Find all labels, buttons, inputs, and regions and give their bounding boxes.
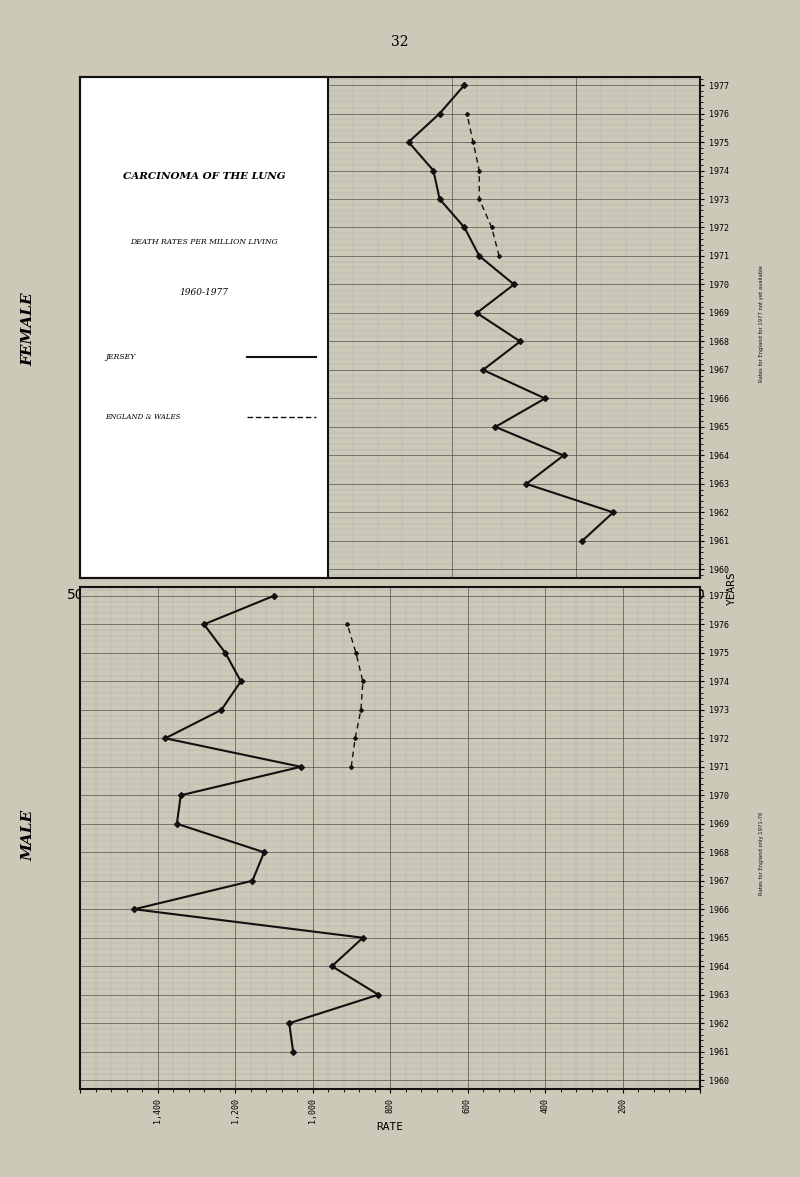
Text: FEMALE: FEMALE (21, 293, 35, 366)
Text: JERSEY: JERSEY (105, 353, 135, 361)
Text: RATE: RATE (377, 1122, 403, 1131)
Text: 1960-1977: 1960-1977 (179, 287, 229, 297)
Bar (80, 77, 328, 578)
Text: YEARS: YEARS (727, 572, 737, 605)
Text: ENGLAND & WALES: ENGLAND & WALES (105, 413, 180, 421)
Text: DEATH RATES PER MILLION LIVING: DEATH RATES PER MILLION LIVING (130, 238, 278, 246)
Text: Rates for England only 1971-76: Rates for England only 1971-76 (759, 812, 764, 895)
Text: Rates for England for 1977 not yet available: Rates for England for 1977 not yet avail… (759, 265, 764, 383)
Text: MALE: MALE (21, 810, 35, 862)
Text: CARCINOMA OF THE LUNG: CARCINOMA OF THE LUNG (122, 172, 286, 181)
Text: 32: 32 (391, 35, 409, 49)
